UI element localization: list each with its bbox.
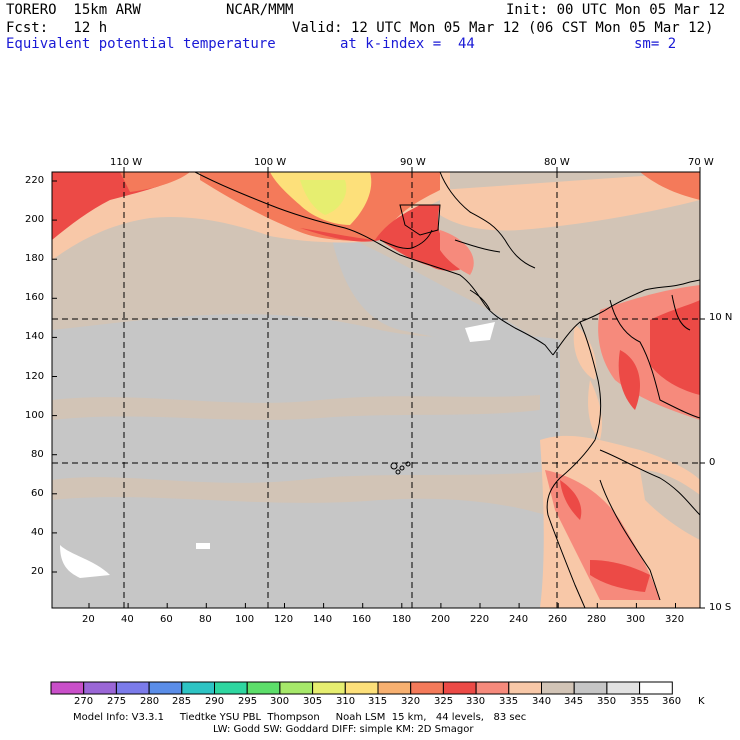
- x-tick-label: 100: [235, 614, 255, 625]
- colorbar-label: 295: [238, 696, 258, 707]
- init-time: Init: 00 UTC Mon 05 Mar 12: [506, 2, 726, 18]
- colorbar-swatch: [606, 681, 641, 695]
- colorbar-swatch: [312, 681, 346, 695]
- forecast-hour: Fcst: 12 h: [6, 20, 108, 36]
- colorbar-swatch: [214, 681, 248, 695]
- model-info-line1: Model Info: V3.3.1 Tiedtke YSU PBL Thomp…: [73, 712, 527, 723]
- x-tick-label: 180: [392, 614, 412, 625]
- colorbar-label: 305: [303, 696, 323, 707]
- colorbar-label: 290: [205, 696, 225, 707]
- map-frame: [51, 171, 701, 609]
- model-info-line2: LW: Godd SW: Goddard DIFF: simple KM: 2D…: [213, 724, 474, 735]
- colorbar-swatch: [639, 681, 673, 695]
- y-tick-label: 40: [31, 527, 44, 538]
- x-tick-label: 60: [160, 614, 173, 625]
- y-tick-label: 220: [25, 175, 45, 186]
- colorbar-label: 275: [107, 696, 127, 707]
- center-name: NCAR/MMM: [226, 2, 294, 18]
- colorbar-swatch: [181, 681, 216, 695]
- x-tick-label: 200: [431, 614, 451, 625]
- colorbar-swatch: [83, 681, 117, 695]
- colorbar-swatch: [148, 681, 183, 695]
- coastlines: [194, 172, 700, 608]
- colorbar-swatch: [115, 681, 150, 695]
- lon-label-110w: 110 W: [110, 157, 143, 168]
- model-name: TORERO 15km ARW: [6, 2, 141, 18]
- x-tick-label: 220: [470, 614, 490, 625]
- lat-label-10s: 10 S: [709, 602, 732, 613]
- lon-label-100w: 100 W: [254, 157, 287, 168]
- lon-label-80w: 80 W: [544, 157, 570, 168]
- smoothing-info: sm= 2: [634, 36, 677, 52]
- y-tick-label: 160: [25, 292, 45, 303]
- colorbar-label: 280: [140, 696, 160, 707]
- colorbar-label: 320: [401, 696, 421, 707]
- colorbar-swatch: [442, 681, 477, 695]
- x-tick-label: 260: [548, 614, 568, 625]
- colorbar-label: 360: [662, 696, 682, 707]
- colorbar-label: 335: [499, 696, 519, 707]
- colorbar-label: 310: [336, 696, 356, 707]
- colorbar-swatch: [541, 681, 575, 695]
- colorbar-swatch: [410, 681, 444, 695]
- colorbar: [50, 681, 673, 695]
- y-tick-label: 140: [25, 331, 45, 342]
- colorbar-unit: K: [698, 696, 705, 707]
- colorbar-label: 355: [630, 696, 650, 707]
- colorbar-swatch: [508, 681, 542, 695]
- colorbar-label: 345: [564, 696, 584, 707]
- colorbar-swatch: [246, 681, 281, 695]
- colorbar-label: 325: [434, 696, 454, 707]
- colorbar-swatch: [475, 681, 510, 695]
- latlon-grid: [52, 172, 700, 608]
- colorbar-swatch: [573, 681, 608, 695]
- x-tick-label: 240: [509, 614, 529, 625]
- lon-label-70w: 70 W: [688, 157, 714, 168]
- colorbar-swatch: [344, 681, 379, 695]
- colorbar-label: 315: [368, 696, 388, 707]
- lat-label-0: 0: [709, 457, 716, 468]
- x-tick-label: 280: [587, 614, 607, 625]
- x-tick-label: 20: [82, 614, 95, 625]
- colorbar-label: 285: [172, 696, 192, 707]
- colorbar-label: 330: [466, 696, 486, 707]
- colorbar-label: 350: [597, 696, 617, 707]
- lat-label-10n: 10 N: [709, 312, 733, 323]
- theta-e-field: [52, 172, 700, 608]
- colorbar-swatch: [50, 681, 85, 695]
- y-tick-label: 180: [25, 253, 45, 264]
- x-tick-label: 120: [274, 614, 294, 625]
- y-tick-label: 60: [31, 488, 44, 499]
- colorbar-swatch: [377, 681, 412, 695]
- y-tick-label: 200: [25, 214, 45, 225]
- y-tick-label: 80: [31, 449, 44, 460]
- colorbar-swatch: [279, 681, 314, 695]
- colorbar-label: 300: [270, 696, 290, 707]
- y-tick-label: 20: [31, 566, 44, 577]
- x-tick-label: 300: [626, 614, 646, 625]
- valid-time: Valid: 12 UTC Mon 05 Mar 12 (06 CST Mon …: [292, 20, 714, 36]
- level-info: at k-index = 44: [340, 36, 475, 52]
- colorbar-label: 270: [74, 696, 94, 707]
- field-name: Equivalent potential temperature: [6, 36, 276, 52]
- y-tick-label: 120: [25, 371, 45, 382]
- y-tick-label: 100: [25, 410, 45, 421]
- colorbar-label: 340: [532, 696, 552, 707]
- x-tick-label: 80: [199, 614, 212, 625]
- x-tick-label: 40: [121, 614, 134, 625]
- x-tick-label: 140: [313, 614, 333, 625]
- x-tick-label: 160: [352, 614, 372, 625]
- x-tick-label: 320: [665, 614, 685, 625]
- lon-label-90w: 90 W: [400, 157, 426, 168]
